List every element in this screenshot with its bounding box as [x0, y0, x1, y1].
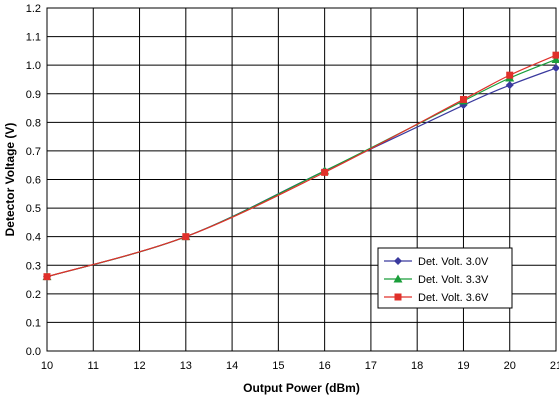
x-tick-label: 13: [180, 360, 192, 372]
data-point: [552, 64, 559, 73]
data-point: [505, 81, 514, 90]
legend: Det. Volt. 3.0V Det. Volt. 3.3V Det. Volt.…: [377, 247, 513, 309]
y-tick-label: 1.1: [26, 32, 41, 44]
x-tick-label: 17: [365, 360, 377, 372]
y-axis-title: Detector Voltage (V): [3, 123, 17, 237]
y-tick-label: 0.7: [26, 146, 41, 158]
gridlines: [47, 8, 556, 351]
y-tick-label: 0.8: [26, 117, 41, 129]
y-tick-label: 1.0: [26, 60, 41, 72]
legend-marker: [394, 257, 402, 265]
y-tick-label: 0.4: [26, 232, 41, 244]
data-point: [552, 51, 559, 59]
y-tick-label: 1.2: [26, 3, 41, 15]
x-tick-label: 12: [133, 360, 145, 372]
x-tick-label: 18: [411, 360, 423, 372]
y-tick-label: 0.3: [26, 260, 41, 272]
x-axis-title: Output Power (dBm): [243, 381, 360, 395]
legend-marker: [393, 274, 403, 283]
data-point: [321, 168, 329, 176]
data-point: [506, 71, 514, 79]
legend-entry: Det. Volt. 3.0V: [418, 256, 489, 268]
y-tick-label: 0.6: [26, 175, 41, 187]
series-square: [43, 51, 559, 281]
data-point: [459, 95, 467, 103]
x-tick-label: 21: [550, 360, 559, 372]
x-tick-label: 11: [88, 360, 99, 372]
x-tick-label: 19: [457, 360, 469, 372]
legend-entry: Det. Volt. 3.3V: [418, 274, 489, 286]
legend-marker: [394, 293, 402, 301]
x-axis-ticks: 10 11 12 13 14 15 16 17 18 19 20 21: [41, 360, 559, 372]
x-tick-label: 20: [504, 360, 516, 372]
x-tick-label: 16: [319, 360, 331, 372]
y-tick-label: 0.5: [26, 203, 41, 215]
series-lines: [42, 51, 559, 281]
y-axis-ticks: 0.0 0.1 0.2 0.3 0.4 0.5 0.6 0.7 0.8 0.9 1.0 1.1 1.2: [26, 3, 41, 358]
x-tick-label: 14: [226, 360, 238, 372]
y-tick-label: 0.2: [26, 289, 41, 301]
y-tick-label: 0.9: [26, 89, 41, 101]
legend-entry: Det. Volt. 3.6V: [418, 292, 489, 304]
x-tick-label: 15: [272, 360, 284, 372]
x-tick-label: 10: [41, 360, 53, 372]
y-tick-label: 0.1: [26, 317, 41, 329]
data-point: [43, 273, 51, 281]
data-point: [182, 233, 190, 241]
y-tick-label: 0.0: [26, 346, 41, 358]
